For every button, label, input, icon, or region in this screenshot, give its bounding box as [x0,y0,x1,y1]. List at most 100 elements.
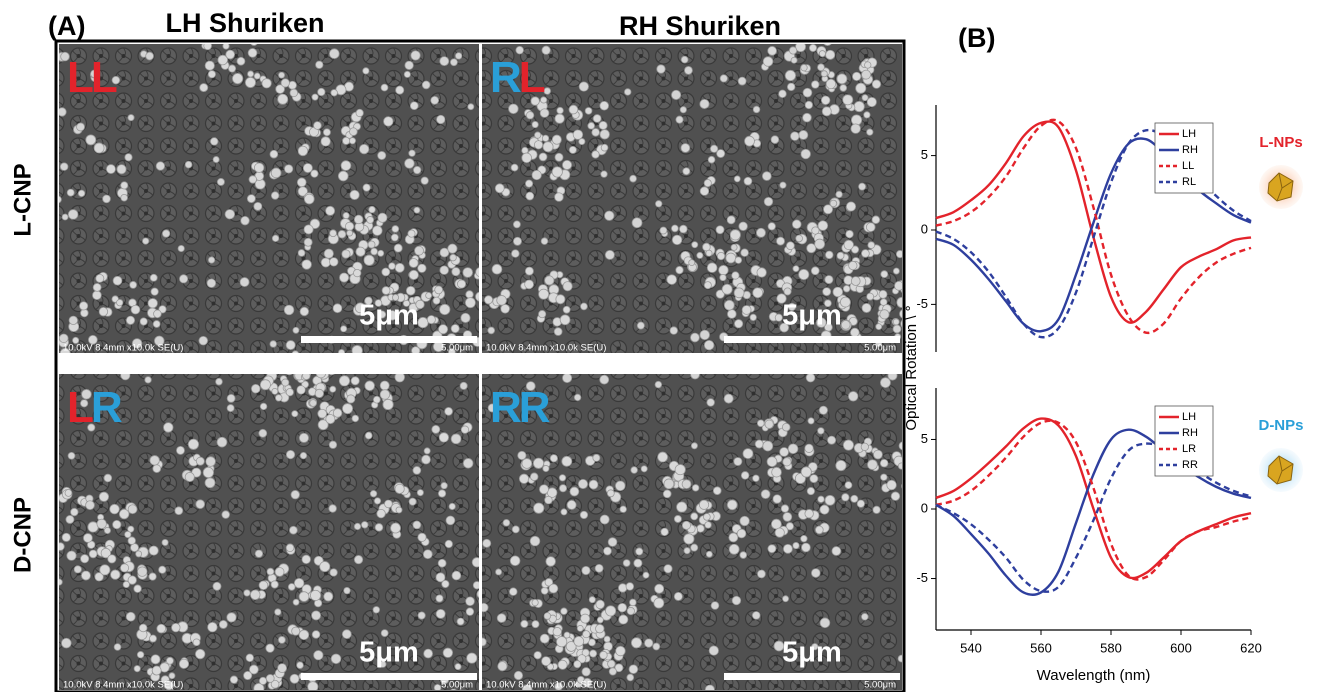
particle-facet [1276,455,1294,485]
particle [329,385,337,393]
particle [595,599,605,610]
particle [629,174,637,183]
particle [599,514,610,525]
particle [460,425,470,434]
particle [804,443,814,453]
legend-label: RR [1182,459,1198,471]
particle [820,95,831,105]
particle [60,51,70,62]
particle [556,636,568,648]
particle [269,340,277,348]
particle [784,69,796,82]
particle [258,580,269,591]
particle [416,489,424,497]
particle [531,120,539,129]
particle [482,602,489,613]
particle [202,466,214,479]
particle [879,458,889,468]
particle [850,494,859,503]
column-header: LH Shuriken [165,8,324,38]
particle [240,216,250,226]
particle [521,458,533,469]
particle [150,287,159,296]
particle [599,650,608,660]
sem-image: RR 5μm 10.0kV 8.4mm x10.0k SE(U) 5.00μm [482,374,912,691]
particle [112,275,123,286]
particle [195,456,205,466]
particle [671,234,683,246]
particle [817,495,825,503]
particle [65,515,75,524]
particle [317,87,326,97]
particle [92,283,102,292]
particle [348,137,356,145]
scale-bar [301,336,477,343]
particle [408,258,419,268]
particle [656,64,666,74]
particle [886,479,897,491]
particle [253,201,263,211]
particle [875,323,883,331]
particle [690,374,700,380]
particle [310,169,319,178]
particle [390,522,401,534]
particle [673,515,682,523]
particle [232,72,244,85]
particle [81,389,92,400]
particle [417,611,426,620]
particle [529,472,539,481]
legend-label: LH [1182,411,1196,423]
particle [582,677,593,688]
particle [905,476,912,483]
tag-letter: R [519,383,550,432]
particle [703,281,712,290]
particle [412,466,422,475]
particle [578,138,586,146]
particle [511,525,520,534]
scale-bar-label: 5μm [782,300,842,332]
particle [657,451,669,463]
sample-tag: LL [67,53,117,102]
particle [80,554,90,564]
legend-label: LR [1182,443,1196,455]
particle [892,318,900,326]
particle [731,271,740,280]
particle [614,663,624,673]
particle [270,167,282,179]
particle [509,587,518,596]
particle [127,525,135,533]
particle [484,295,494,305]
particle [675,265,684,275]
particle [265,643,275,653]
particle [591,150,600,159]
particle [715,289,725,299]
particle [865,222,876,232]
particle [779,322,790,333]
particle [728,543,740,555]
particle [549,454,558,463]
particle [449,253,457,262]
particle [786,241,795,251]
particle [426,315,436,325]
particle [839,84,848,92]
particle [733,175,741,183]
particle [708,645,719,656]
particle [539,484,549,495]
particle [892,267,900,275]
particle [497,661,508,672]
particle [435,594,444,603]
particle [655,200,663,208]
particle [636,321,645,330]
particle [817,427,825,435]
particle [364,431,373,440]
sem-image: RL 5μm 10.0kV 8.4mm x10.0k SE(U) 5.00μm [482,44,902,354]
particle [98,491,110,502]
particle [591,128,600,137]
particle [774,527,785,538]
particle [311,630,321,639]
particle [825,49,836,60]
particle [654,583,665,594]
particle [723,299,735,311]
particle [302,374,311,380]
particle [59,542,65,551]
